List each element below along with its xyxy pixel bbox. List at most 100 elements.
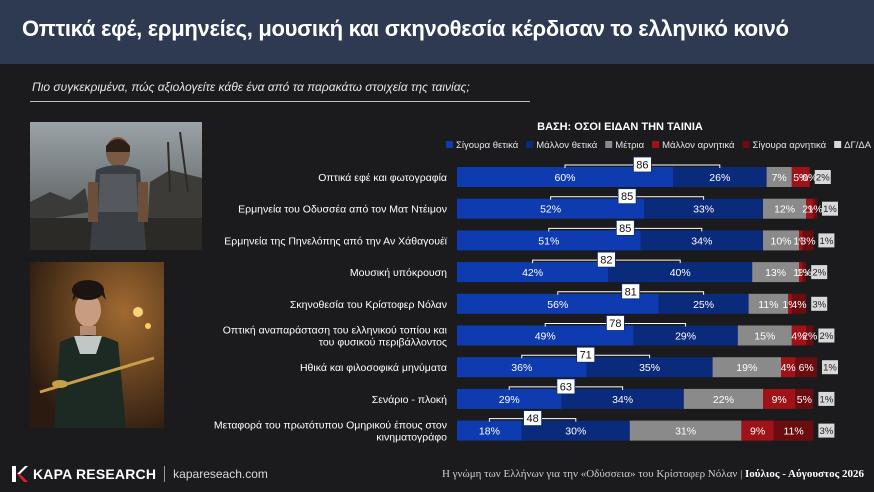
data-label: 4%: [791, 299, 806, 311]
total-label: 82: [600, 255, 612, 267]
legend-label: Μέτρια: [615, 140, 644, 151]
bar-segment: [644, 198, 763, 219]
dkna-box: [822, 360, 838, 375]
dkna-label: 3%: [820, 426, 834, 437]
legend-swatch: [652, 141, 660, 148]
warrior-photo: [30, 122, 202, 250]
dkna-label: 1%: [820, 394, 834, 405]
queen-photo: [30, 262, 164, 428]
bar-segment: [773, 420, 814, 441]
bar-segment: [748, 293, 789, 314]
bar-segment: [586, 357, 713, 378]
bar-segment: [781, 357, 796, 378]
footer-caption-text: Η γνώμη των Ελλήνων για την «Οδύσσεια» τ…: [441, 468, 746, 480]
dkna-box: [818, 423, 835, 438]
category-label: Σενάριο - πλοκή: [372, 394, 447, 406]
bar-segment: [763, 198, 807, 219]
data-label: 34%: [691, 235, 712, 247]
data-label: 10%: [770, 235, 791, 247]
bar-segment: [457, 167, 673, 187]
data-label: 4%: [781, 362, 796, 374]
legend-label: Σίγουρα αρνητικά: [753, 140, 827, 151]
chart-title: ΒΑΣΗ: ΟΣΟΙ ΕΙΔΑΝ ΤΗΝ ΤΑΙΝΙΑ: [537, 121, 703, 133]
data-label: 9%: [750, 426, 765, 438]
footer-caption-date: Ιούλιος - Αύγουστος 2026: [745, 468, 864, 480]
data-label: 26%: [709, 172, 730, 184]
bar-segment: [608, 262, 753, 283]
bar-segment: [561, 388, 684, 409]
total-box: [576, 346, 596, 363]
legend-swatch: [605, 141, 613, 148]
bar-segment: [802, 262, 807, 283]
data-label: 31%: [675, 426, 696, 438]
category-label-line: Μεταφορά του πρωτότυπου Ομηρικού έπους σ…: [214, 420, 447, 432]
bar-segment: [791, 325, 807, 346]
bar-segment: [457, 420, 522, 441]
category-label: Οπτική αναπαράσταση του ελληνικού τοπίου…: [223, 325, 448, 349]
footer-brand: KAPA RESEARCH: [33, 466, 157, 482]
dkna-label: 1%: [823, 363, 837, 374]
bar-segment: [763, 230, 799, 251]
total-label: 71: [580, 350, 592, 362]
data-label: 5%: [793, 172, 808, 184]
bar-segment: [712, 357, 781, 378]
data-label: 18%: [479, 426, 500, 438]
bar-segment: [752, 262, 799, 283]
warrior-illustration: [30, 122, 202, 250]
kapa-logo-icon: [12, 466, 28, 482]
total-label: 63: [560, 381, 572, 393]
data-label: 1%: [797, 267, 812, 279]
data-label: 5%: [797, 394, 812, 406]
category-label: Σκηνοθεσία του Κρίστοφερ Νόλαν: [290, 299, 447, 311]
footer-website-link[interactable]: kapareseach.com: [173, 467, 268, 481]
total-box: [615, 219, 635, 236]
total-label: 85: [621, 191, 633, 203]
category-label: Ερμηνεία του Οδυσσέα από τον Ματ Ντέιμον: [238, 204, 447, 216]
legend-label: Μάλλον αρνητικά: [662, 140, 735, 151]
data-label: 4%: [791, 331, 806, 343]
bar-segment: [791, 167, 810, 187]
total-box: [633, 156, 652, 173]
bar-segment: [457, 357, 587, 378]
dkna-box: [822, 201, 838, 216]
category-label-line: Ηθικά και φιλοσοφικά μηνύματα: [300, 362, 447, 374]
queen-illustration: [30, 262, 164, 428]
data-label: 19%: [736, 362, 757, 374]
bar-segment: [791, 293, 807, 314]
bar-segment: [813, 198, 817, 219]
data-label: 35%: [639, 362, 660, 374]
category-label-line: Οπτική αναπαράσταση του ελληνικού τοπίου…: [223, 325, 448, 337]
dkna-label: 3%: [812, 299, 826, 310]
data-label: 34%: [612, 394, 633, 406]
bar-segment: [737, 325, 792, 346]
dkna-box: [818, 328, 835, 343]
dkna-label: 2%: [820, 331, 834, 342]
bar-segment: [633, 325, 738, 346]
dkna-box: [811, 296, 828, 311]
bar-segment: [799, 262, 803, 283]
category-label-line: κινηματογράφο: [376, 432, 447, 444]
dkna-box: [818, 233, 835, 248]
bar-segment: [795, 357, 817, 378]
data-label: 51%: [538, 235, 559, 247]
total-label: 48: [526, 413, 538, 425]
bar-segment: [741, 420, 774, 441]
bar-segment: [683, 388, 763, 409]
total-box: [617, 188, 637, 205]
data-label: 60%: [554, 172, 575, 184]
data-label: 29%: [499, 394, 520, 406]
data-label: 2%: [802, 331, 817, 343]
total-box: [556, 378, 576, 395]
total-box: [523, 410, 542, 427]
data-label: 22%: [713, 394, 734, 406]
data-label: 7%: [772, 172, 787, 184]
data-label: 33%: [693, 204, 714, 216]
survey-question: Πιο συγκεκριμένα, πώς αξιολογείτε κάθε έ…: [32, 80, 470, 94]
category-label: Ερμηνεία της Πηνελόπης από την Αν Χάθαγο…: [224, 235, 447, 247]
dkna-label: 1%: [823, 204, 837, 215]
data-label: 56%: [547, 299, 568, 311]
total-label: 81: [625, 286, 637, 298]
data-label: 11%: [758, 299, 778, 311]
total-label: 85: [619, 223, 631, 235]
category-label-line: Σκηνοθεσία του Κρίστοφερ Νόλαν: [290, 299, 447, 311]
